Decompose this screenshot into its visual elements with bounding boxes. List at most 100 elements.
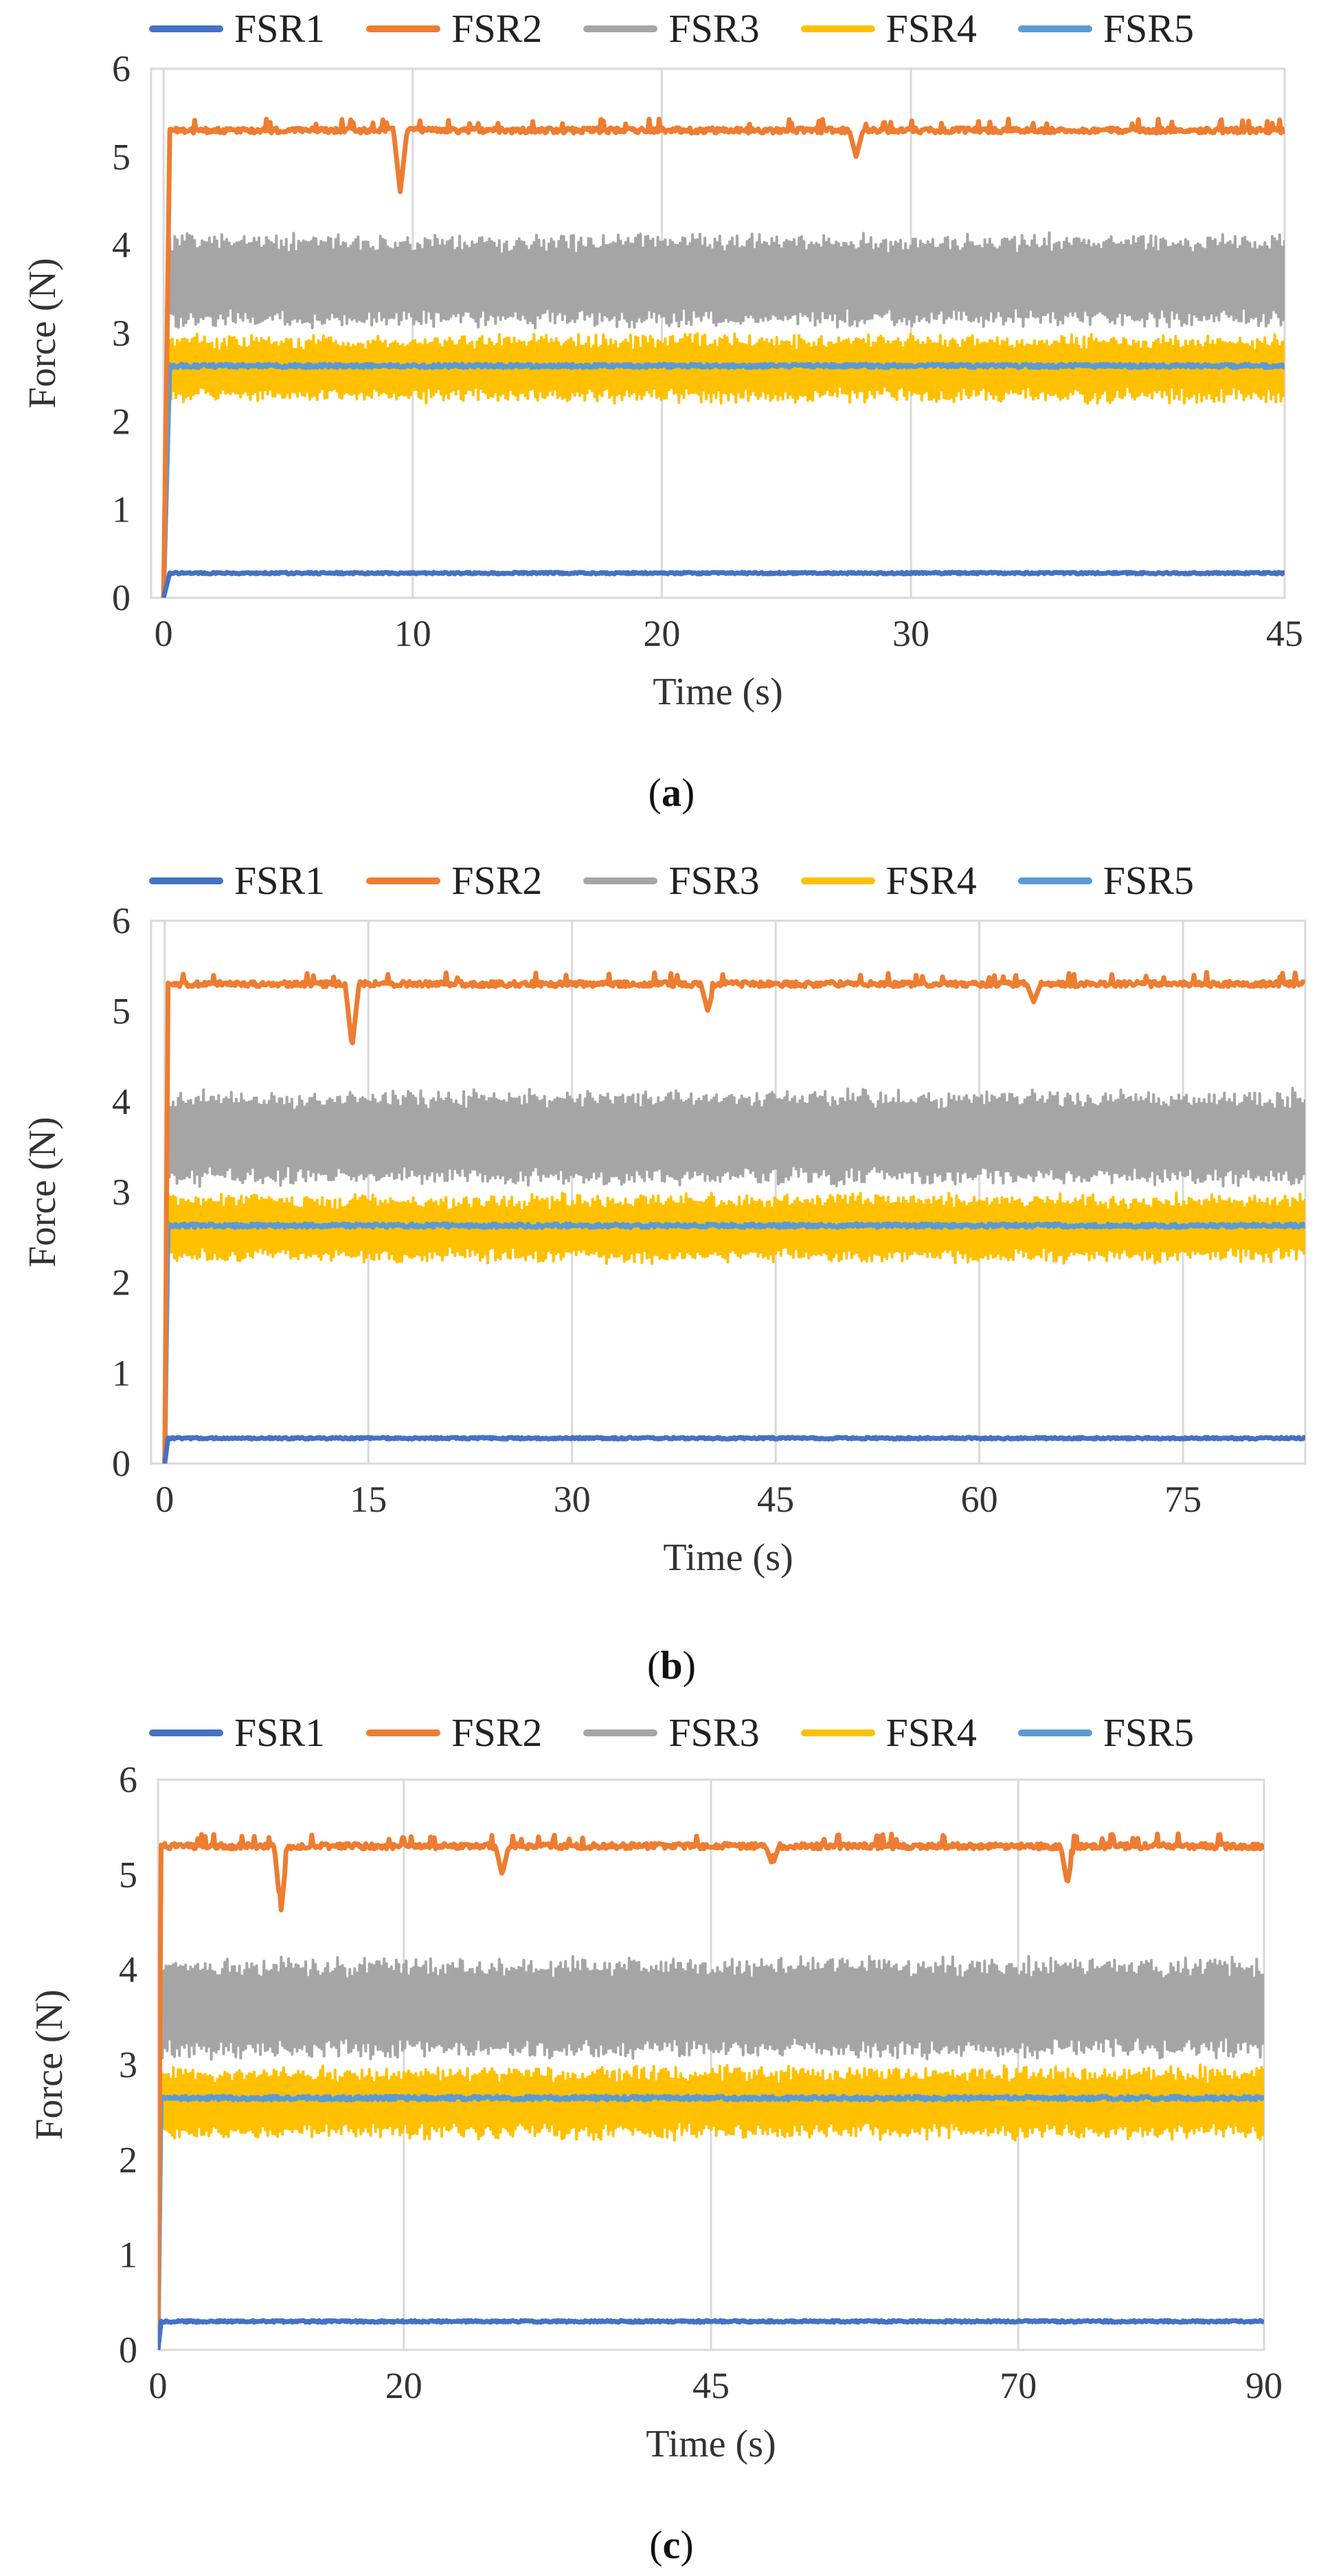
y-tick-label: 3: [119, 2044, 137, 2085]
legend-label: FSR3: [668, 6, 760, 51]
legend-label: FSR3: [668, 858, 760, 903]
legend-item-fsr5: FSR5: [1017, 5, 1194, 52]
legend: FSR1 FSR2 FSR3 FSR4 FSR5: [0, 5, 1343, 52]
legend-item-fsr3: FSR3: [583, 5, 760, 52]
legend-label: FSR4: [885, 6, 977, 51]
y-tick-label: 0: [112, 577, 131, 618]
x-tick-label: 90: [1245, 2365, 1283, 2406]
x-tick-label: 0: [149, 2365, 168, 2406]
series-line-fsr3: [162, 231, 1285, 598]
x-axis-title: Time (s): [646, 2423, 776, 2465]
x-tick-label: 45: [757, 1479, 794, 1520]
series-line-fsr1: [161, 570, 1285, 598]
y-tick-label: 6: [119, 1759, 137, 1800]
legend-swatch: [148, 877, 223, 884]
panel-caption: (b): [647, 1643, 696, 1688]
series-line-fsr3: [158, 1955, 1264, 2350]
y-tick-label: 4: [112, 1081, 131, 1122]
series-line-fsr2: [161, 116, 1285, 598]
legend-item-fsr4: FSR4: [800, 5, 977, 52]
legend-swatch: [366, 25, 441, 32]
legend-label: FSR2: [451, 858, 543, 903]
chart-panel-c: FSR1 FSR2 FSR3 FSR4 FSR5 0 20 45 70 90 0 1 2 3 4 5…: [0, 1704, 1343, 2576]
x-tick-label: 20: [643, 613, 680, 654]
legend-item-fsr5: FSR5: [1017, 858, 1194, 904]
legend-swatch: [800, 1729, 875, 1736]
legend-item-fsr2: FSR2: [366, 5, 542, 52]
x-tick-label: 30: [554, 1479, 591, 1520]
x-tick-label: 10: [394, 613, 431, 654]
y-tick-label: 4: [119, 1949, 137, 1991]
y-tick-label: 2: [112, 1262, 131, 1303]
legend-item-fsr5: FSR5: [1017, 1710, 1194, 1756]
x-tick-label: 75: [1164, 1479, 1201, 1520]
y-tick-label: 3: [112, 1172, 131, 1213]
y-axis-title: Force (N): [21, 258, 64, 408]
legend-swatch: [1017, 25, 1092, 32]
x-tick-label: 45: [692, 2365, 730, 2406]
x-tick-label: 0: [155, 613, 173, 654]
chart-panel-a: FSR1 FSR2 FSR3 FSR4 FSR5 0 10 20 30 45 0 1 2 3 4 5…: [0, 0, 1343, 825]
legend: FSR1 FSR2 FSR3 FSR4 FSR5: [0, 858, 1343, 904]
y-tick-label: 1: [112, 489, 131, 530]
y-tick-label: 0: [112, 1443, 131, 1484]
series-line-fsr1: [162, 1435, 1305, 1464]
y-tick-label: 6: [112, 900, 131, 941]
x-tick-label: 20: [385, 2365, 422, 2406]
legend-swatch: [583, 1729, 658, 1736]
legend-item-fsr1: FSR1: [148, 858, 326, 904]
legend-item-fsr2: FSR2: [366, 858, 542, 904]
legend-swatch: [148, 1729, 223, 1736]
series-line-fsr1: [158, 2318, 1264, 2350]
legend-label: FSR1: [234, 6, 326, 51]
x-axis-title: Time (s): [663, 1536, 793, 1579]
x-tick-label: 0: [155, 1479, 174, 1520]
series-line-fsr3: [163, 1086, 1305, 1464]
legend-label: FSR4: [885, 1710, 977, 1755]
x-tick-label: 60: [961, 1479, 998, 1520]
legend-swatch: [1017, 877, 1092, 884]
panel-caption: (c): [649, 2522, 694, 2567]
legend-item-fsr1: FSR1: [148, 5, 326, 52]
y-tick-label: 5: [112, 991, 131, 1032]
y-tick-label: 5: [112, 136, 131, 177]
x-tick-label: 70: [1000, 2365, 1037, 2406]
legend-swatch: [800, 877, 875, 884]
legend-item-fsr3: FSR3: [583, 1710, 760, 1756]
legend-item-fsr3: FSR3: [583, 858, 760, 904]
series-line-fsr5: [161, 361, 1285, 598]
y-axis-title: Force (N): [21, 1117, 64, 1267]
legend-label: FSR2: [451, 1710, 543, 1755]
legend-label: FSR1: [234, 1710, 326, 1755]
series-line-fsr2: [162, 970, 1305, 1464]
legend-item-fsr2: FSR2: [366, 1710, 542, 1756]
legend-label: FSR3: [668, 1710, 760, 1755]
x-tick-label: 15: [350, 1479, 387, 1520]
plot-area: [150, 67, 1286, 599]
series-line-fsr5: [158, 2094, 1264, 2350]
series-line-fsr2: [158, 1831, 1264, 2350]
y-tick-label: 5: [119, 1854, 137, 1895]
plot-area: [150, 919, 1307, 1465]
x-tick-label: 30: [892, 613, 929, 654]
x-axis-title: Time (s): [653, 671, 782, 713]
y-tick-label: 0: [119, 2329, 137, 2371]
y-tick-label: 1: [119, 2235, 137, 2276]
legend-swatch: [583, 877, 658, 884]
series-line-fsr4: [162, 332, 1285, 598]
y-tick-label: 2: [112, 401, 131, 442]
y-tick-label: 4: [112, 225, 131, 266]
legend-label: FSR1: [234, 858, 326, 903]
legend-label: FSR2: [451, 6, 543, 51]
legend: FSR1 FSR2 FSR3 FSR4 FSR5: [0, 1710, 1343, 1756]
series-line-fsr4: [163, 1191, 1305, 1464]
legend-item-fsr4: FSR4: [800, 858, 977, 904]
legend-item-fsr1: FSR1: [148, 1710, 326, 1756]
panel-caption: (a): [648, 770, 695, 815]
legend-swatch: [148, 25, 223, 32]
legend-swatch: [366, 1729, 441, 1736]
y-tick-label: 3: [112, 313, 131, 354]
